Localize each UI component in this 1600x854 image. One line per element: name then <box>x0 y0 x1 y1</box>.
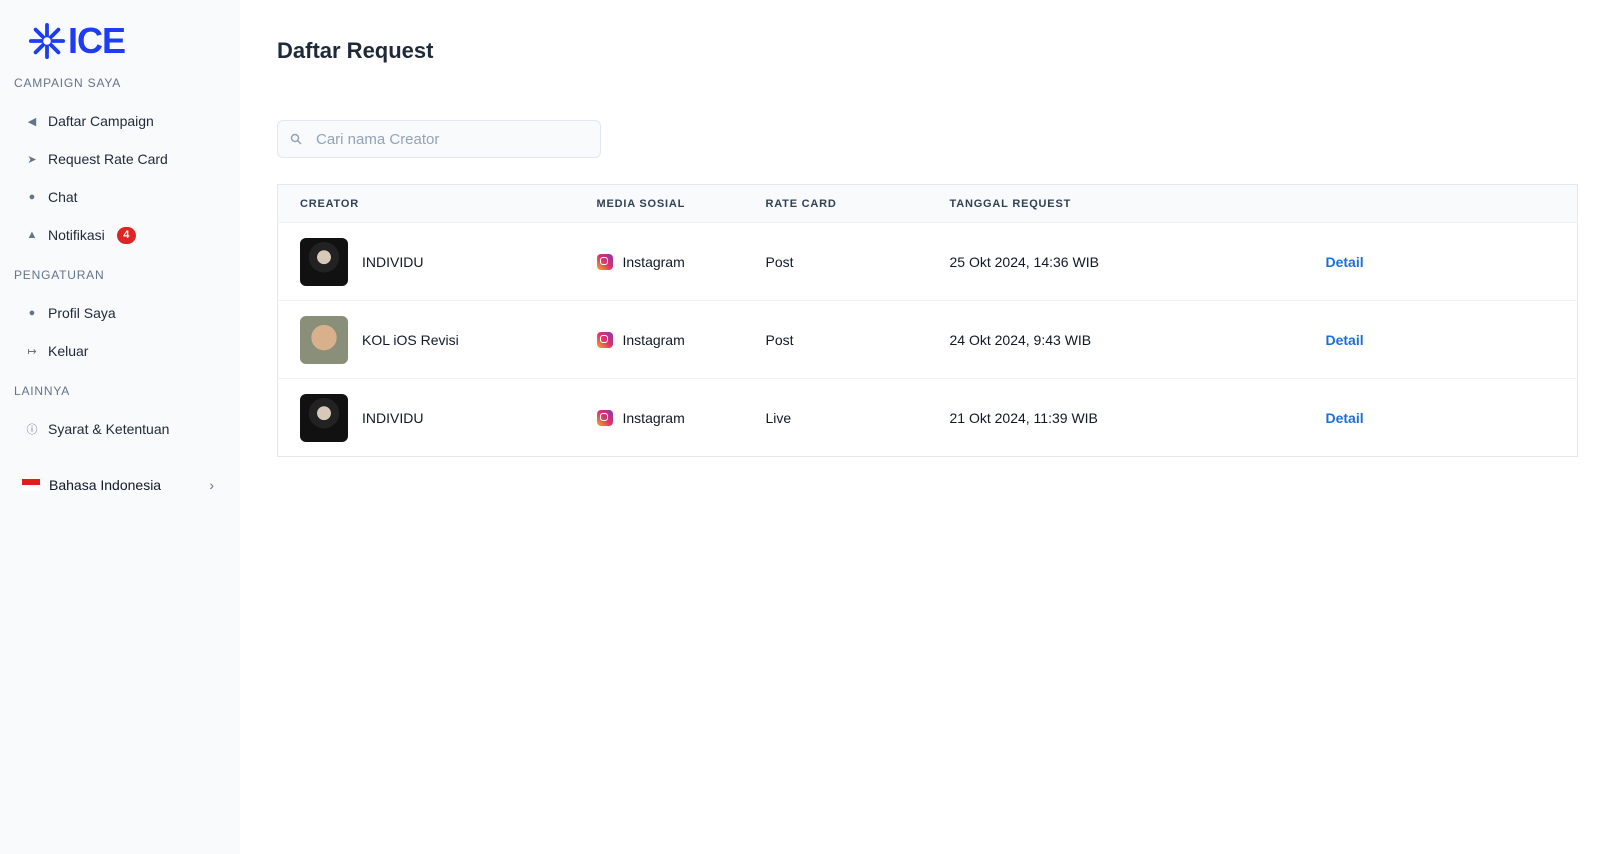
sidebar-item-request-rate-card[interactable]: ➤ Request Rate Card <box>14 140 226 178</box>
megaphone-icon: ◀ <box>27 115 37 128</box>
avatar <box>300 393 348 442</box>
column-header-action <box>1325 184 1578 223</box>
logo[interactable]: ICE <box>28 20 226 62</box>
main-content: Daftar Request CREATOR MEDIA SOSIAL RATE… <box>240 0 1600 854</box>
column-header: MEDIA SOSIAL <box>596 184 766 223</box>
creator-name: KOL iOS Revisi <box>362 331 459 348</box>
section-title: LAINNYA <box>14 384 71 398</box>
rate-card: Post <box>765 300 950 379</box>
search-icon <box>290 133 302 145</box>
table-row: KOL iOS Revisi Instagram Post 24 Okt 202… <box>277 300 1578 379</box>
page-title: Daftar Request <box>277 38 434 63</box>
request-date: 25 Okt 2024, 14:36 WIB <box>949 222 1326 301</box>
sidebar-item-label: Profil Saya <box>48 305 116 321</box>
sidebar-item-label: Syarat & Ketentuan <box>48 421 170 437</box>
sidebar-item-label: Daftar Campaign <box>48 113 154 129</box>
request-date: 24 Okt 2024, 9:43 WIB <box>949 300 1326 379</box>
sidebar: ICE CAMPAIGN SAYA ◀ Daftar Campaign ➤ Requ… <box>0 0 240 854</box>
logo-text: ICE <box>68 20 126 61</box>
user-icon: ● <box>28 307 36 319</box>
snowflake-logo-icon <box>28 22 66 60</box>
instagram-icon <box>596 253 613 270</box>
creator-name: INDIVIDU <box>362 253 424 270</box>
media-name: Instagram <box>622 409 685 426</box>
send-icon: ➤ <box>27 153 37 166</box>
chevron-right-icon: › <box>209 477 214 493</box>
language-selector[interactable]: Bahasa Indonesia › <box>14 470 226 500</box>
sidebar-item-keluar[interactable]: ↦ Keluar <box>14 332 226 370</box>
section-title: CAMPAIGN SAYA <box>14 76 122 90</box>
creator-name: INDIVIDU <box>362 409 424 426</box>
sidebar-item-label: Request Rate Card <box>48 151 168 167</box>
instagram-icon <box>596 409 613 426</box>
search-input[interactable] <box>316 130 576 148</box>
notification-badge: 4 <box>116 226 136 244</box>
request-table: CREATOR MEDIA SOSIAL RATE CARD TANGGAL R… <box>277 184 1578 457</box>
sidebar-item-label: Chat <box>48 189 78 205</box>
request-date: 21 Okt 2024, 11:39 WIB <box>949 378 1326 457</box>
chat-icon: ● <box>28 191 36 203</box>
bell-icon: ▲ <box>26 229 38 241</box>
sidebar-item-label: Keluar <box>48 343 89 359</box>
sidebar-item-profil-saya[interactable]: ● Profil Saya <box>14 294 226 332</box>
sidebar-item-syarat[interactable]: ⓘ Syarat & Ketentuan <box>14 410 226 448</box>
table-row: INDIVIDU Instagram Post 25 Okt 2024, 14:… <box>277 222 1578 301</box>
media-name: Instagram <box>622 253 685 270</box>
rate-card: Post <box>765 222 950 301</box>
detail-link[interactable]: Detail <box>1325 409 1364 426</box>
instagram-icon <box>596 331 613 348</box>
sidebar-item-chat[interactable]: ● Chat <box>14 178 226 216</box>
table-row: INDIVIDU Instagram Live 21 Okt 2024, 11:… <box>277 378 1578 457</box>
language-label: Bahasa Indonesia <box>49 477 162 493</box>
column-header: RATE CARD <box>765 184 950 223</box>
media-name: Instagram <box>622 331 685 348</box>
rate-card: Live <box>765 378 950 457</box>
logout-icon: ↦ <box>27 345 37 358</box>
avatar <box>300 315 348 364</box>
column-header: CREATOR <box>277 184 597 223</box>
detail-link[interactable]: Detail <box>1325 331 1364 348</box>
detail-link[interactable]: Detail <box>1325 253 1364 270</box>
sidebar-item-notifikasi[interactable]: ▲ Notifikasi 4 <box>14 216 226 254</box>
indonesia-flag-icon <box>22 479 40 491</box>
avatar <box>300 237 348 286</box>
search-box <box>277 120 601 158</box>
column-header: TANGGAL REQUEST <box>949 184 1326 223</box>
sidebar-item-label: Notifikasi <box>48 227 105 243</box>
section-title: PENGATURAN <box>14 268 105 282</box>
info-icon: ⓘ <box>26 424 38 436</box>
sidebar-item-daftar-campaign[interactable]: ◀ Daftar Campaign <box>14 102 226 140</box>
